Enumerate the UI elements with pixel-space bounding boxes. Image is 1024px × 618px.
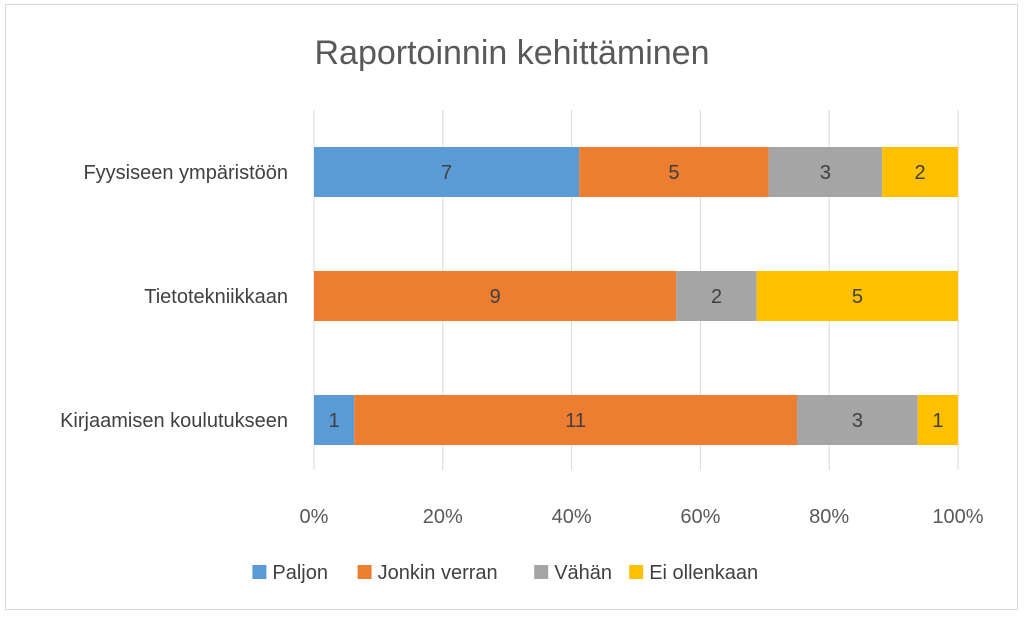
legend-swatch bbox=[629, 565, 644, 579]
bar-segment bbox=[676, 271, 757, 321]
bar-segment bbox=[314, 271, 677, 321]
data-label: 9 bbox=[490, 286, 501, 308]
x-tick-label: 80% bbox=[809, 506, 849, 528]
legend-label: Vähän bbox=[554, 562, 612, 584]
data-label: 3 bbox=[852, 410, 863, 432]
legend: Paljon Jonkin verran Vähän Ei ollenkaan bbox=[252, 562, 758, 584]
category-label: Tietotekniikkaan bbox=[144, 286, 288, 308]
bars: 7 5 3 29 2 51 11 3 1 bbox=[314, 147, 958, 445]
legend-label: Paljon bbox=[272, 562, 328, 584]
category-label: Fyysiseen ympäristöön bbox=[83, 162, 288, 184]
bar-segment bbox=[579, 147, 769, 197]
x-tick-label: 40% bbox=[552, 506, 592, 528]
category-label: Kirjaamisen koulutukseen bbox=[60, 410, 288, 432]
x-tick-label: 100% bbox=[932, 506, 983, 528]
x-tick-label: 60% bbox=[680, 506, 720, 528]
data-label: 5 bbox=[668, 162, 679, 184]
bar-segment bbox=[917, 395, 958, 445]
x-axis-ticks: 0% 20% 40% 60% 80% 100% bbox=[300, 506, 984, 528]
category-labels: Fyysiseen ympäristöön Tietotekniikkaan Kir… bbox=[60, 162, 288, 432]
bar-segment bbox=[354, 395, 797, 445]
x-tick-label: 20% bbox=[423, 506, 463, 528]
data-label: 5 bbox=[852, 286, 863, 308]
legend-swatch bbox=[357, 565, 372, 579]
bar-segment bbox=[314, 395, 355, 445]
data-label: 1 bbox=[329, 410, 340, 432]
bar-segment bbox=[756, 271, 958, 321]
chart-title: Raportoinnin kehittäminen bbox=[314, 34, 709, 72]
bar-segment bbox=[797, 395, 918, 445]
data-label: 2 bbox=[915, 162, 926, 184]
legend-swatch bbox=[252, 565, 267, 579]
bar-segment bbox=[314, 147, 580, 197]
bar-segment bbox=[882, 147, 958, 197]
bar-segment bbox=[768, 147, 883, 197]
legend-label: Jonkin verran bbox=[378, 562, 498, 584]
data-label: 3 bbox=[820, 162, 831, 184]
x-tick-label: 0% bbox=[300, 506, 329, 528]
data-label: 7 bbox=[441, 162, 452, 184]
legend-swatch bbox=[534, 565, 549, 579]
data-label: 1 bbox=[932, 410, 943, 432]
legend-label: Ei ollenkaan bbox=[649, 562, 758, 584]
data-label: 11 bbox=[565, 410, 586, 432]
data-label: 2 bbox=[711, 286, 722, 308]
